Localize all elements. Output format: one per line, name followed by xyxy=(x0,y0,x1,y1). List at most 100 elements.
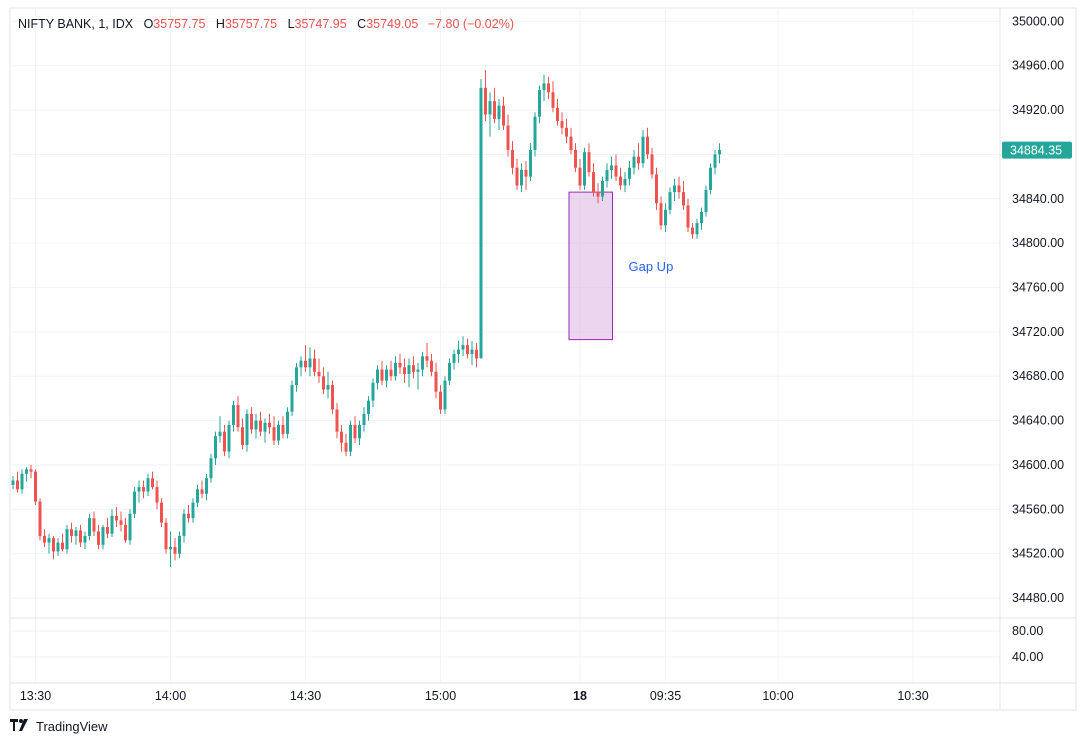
candle-body xyxy=(56,542,60,552)
price-tick-label: 34920.00 xyxy=(1012,103,1064,117)
price-tick-label: 34800.00 xyxy=(1012,236,1064,250)
volume-bar xyxy=(160,675,163,683)
volume-bar xyxy=(268,677,271,683)
candle-body xyxy=(641,136,645,164)
volume-bar xyxy=(237,674,240,683)
candle-body xyxy=(29,469,33,472)
candle-body xyxy=(466,345,469,355)
time-tick-label: 14:30 xyxy=(290,689,321,703)
volume-bar xyxy=(543,673,546,683)
candle-body xyxy=(434,371,438,392)
volume-bar xyxy=(624,675,627,683)
candle-body xyxy=(241,427,244,445)
candle-body xyxy=(11,480,15,485)
candle-body xyxy=(376,369,379,383)
candle-body xyxy=(214,436,217,459)
candle-body xyxy=(299,360,303,368)
candle-body xyxy=(569,136,573,150)
volume-bar xyxy=(178,677,181,684)
candle-body xyxy=(475,349,478,359)
volume-bar xyxy=(475,675,478,683)
volume-bar xyxy=(534,671,537,683)
volume-bar xyxy=(579,675,582,683)
volume-bar xyxy=(79,676,82,683)
volume-bar xyxy=(372,675,375,683)
volume-bar xyxy=(426,677,429,684)
volume-bar xyxy=(322,674,325,683)
candle-body xyxy=(493,101,496,119)
volume-bar xyxy=(718,677,721,684)
candle-body xyxy=(560,121,564,128)
symbol-label: NIFTY BANK, 1, IDX xyxy=(18,17,134,31)
candle-body xyxy=(254,420,258,430)
candle-body xyxy=(394,362,397,377)
volume-bar xyxy=(133,676,136,683)
candle-body xyxy=(515,167,519,186)
price-tick-label: 34520.00 xyxy=(1012,547,1064,561)
candle-body xyxy=(556,107,559,122)
volume-bar xyxy=(331,675,334,683)
time-tick-label: 09:35 xyxy=(650,689,681,703)
volume-bar xyxy=(507,672,510,683)
volume-bar xyxy=(385,677,388,683)
volume-bar xyxy=(408,675,411,683)
plot-frame xyxy=(9,7,1077,711)
price-tick-label: 34560.00 xyxy=(1012,502,1064,516)
volume-bar xyxy=(547,674,550,683)
volume-bar xyxy=(552,675,555,683)
candle-body xyxy=(79,530,82,543)
candle-body xyxy=(92,518,96,532)
candle-body xyxy=(128,513,132,541)
candle-body xyxy=(389,369,393,377)
candle-body xyxy=(520,169,523,186)
volume-bar xyxy=(610,677,613,684)
candle-body xyxy=(452,354,456,363)
volume-bar xyxy=(448,677,451,684)
candle-body xyxy=(331,385,334,410)
volume-bar xyxy=(700,675,703,683)
candle-body xyxy=(218,431,222,437)
volume-bar xyxy=(318,675,321,683)
candle-body xyxy=(88,518,91,536)
candle-body xyxy=(601,181,604,197)
time-tick-label: 18 xyxy=(573,689,587,703)
high-label: H xyxy=(215,17,225,31)
candle-body xyxy=(596,192,600,197)
candle-body xyxy=(200,489,204,494)
volume-bar xyxy=(502,670,505,683)
candle-body xyxy=(101,527,105,545)
candle-body xyxy=(295,367,298,386)
candle-body xyxy=(349,425,352,452)
volume-bar xyxy=(678,673,681,683)
candle-body xyxy=(682,192,685,206)
volume-bar xyxy=(228,677,231,684)
volume-bar xyxy=(88,675,91,683)
candle-body xyxy=(587,152,591,173)
volume-bar xyxy=(394,677,397,684)
candle-body xyxy=(506,125,510,150)
candle-body xyxy=(326,385,330,390)
candle-body xyxy=(34,471,37,502)
candle-body xyxy=(592,172,595,193)
candle-body xyxy=(551,92,555,108)
candle-body xyxy=(398,362,402,368)
volume-bar xyxy=(399,676,402,683)
volume-tick-label: 40.00 xyxy=(1012,650,1043,664)
volume-bar xyxy=(52,674,55,683)
low-label: L xyxy=(287,17,295,31)
candle-body xyxy=(133,491,136,514)
volume-bar xyxy=(210,674,213,683)
candle-body xyxy=(169,547,172,550)
candle-body xyxy=(538,90,541,117)
candle-body xyxy=(281,425,285,434)
candle-body xyxy=(439,391,442,410)
volume-bar xyxy=(115,677,118,684)
candle-body xyxy=(502,105,505,126)
volume-bar xyxy=(241,677,244,683)
candle-body xyxy=(137,487,141,492)
candle-body xyxy=(497,105,501,119)
volume-bar xyxy=(21,674,24,683)
candle-body xyxy=(353,425,357,439)
chart-legend: NIFTY BANK, 1, IDX O35757.75 H35757.75 L… xyxy=(18,17,514,31)
